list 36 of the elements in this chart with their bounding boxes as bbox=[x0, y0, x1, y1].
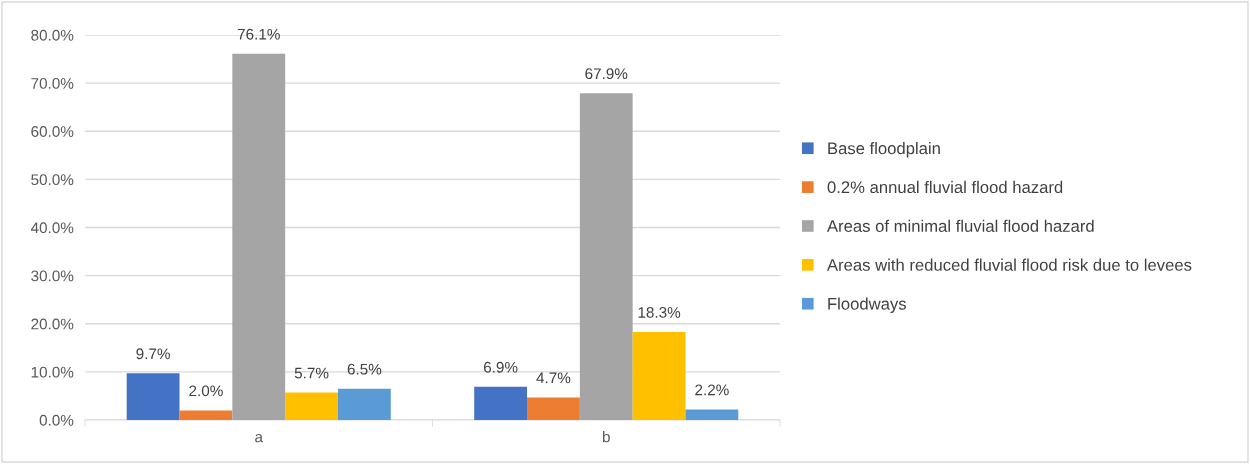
y-tick-label: 10.0% bbox=[31, 366, 74, 378]
data-label: 67.9% bbox=[585, 68, 628, 80]
y-tick-label: 0.0% bbox=[39, 414, 74, 426]
bar bbox=[179, 410, 233, 420]
bar bbox=[337, 388, 391, 420]
bar bbox=[579, 93, 633, 420]
data-label: 5.7% bbox=[294, 367, 329, 379]
bar bbox=[685, 409, 739, 420]
x-tick-label: b bbox=[602, 431, 610, 443]
data-label: 6.9% bbox=[483, 361, 518, 373]
legend-label: Floodways bbox=[828, 297, 907, 314]
bar bbox=[632, 331, 686, 420]
legend-label: Areas with reduced fluvial flood risk due to levees bbox=[826, 258, 1192, 271]
bar bbox=[126, 373, 180, 420]
data-label: 9.7% bbox=[136, 348, 170, 360]
y-tick-label: 40.0% bbox=[30, 222, 74, 234]
y-tick-label: 70.0% bbox=[31, 77, 74, 89]
data-label: 6.5% bbox=[347, 363, 382, 375]
y-tick-label: 80.0% bbox=[31, 29, 74, 41]
legend-label: Base floodplain bbox=[828, 141, 940, 158]
bar bbox=[474, 386, 528, 420]
bar bbox=[285, 392, 338, 420]
data-label: 18.3% bbox=[638, 306, 681, 318]
x-tick-label: a bbox=[255, 433, 263, 443]
legend-label: 0.2% annual fluvial flood hazard bbox=[827, 180, 1063, 194]
legend-label: Areas of minimal fluvial flood hazard bbox=[826, 219, 1094, 232]
bar bbox=[527, 397, 580, 420]
y-tick-label: 50.0% bbox=[31, 174, 74, 186]
data-label: 2.2% bbox=[695, 384, 729, 396]
y-tick-label: 60.0% bbox=[31, 126, 74, 137]
data-label: 4.7% bbox=[536, 372, 571, 384]
data-label: 2.0% bbox=[189, 385, 223, 397]
y-tick-label: 20.0% bbox=[31, 318, 74, 330]
y-tick-label: 30.0% bbox=[31, 270, 74, 282]
bar bbox=[232, 53, 286, 420]
data-label: 76.1% bbox=[237, 28, 280, 40]
